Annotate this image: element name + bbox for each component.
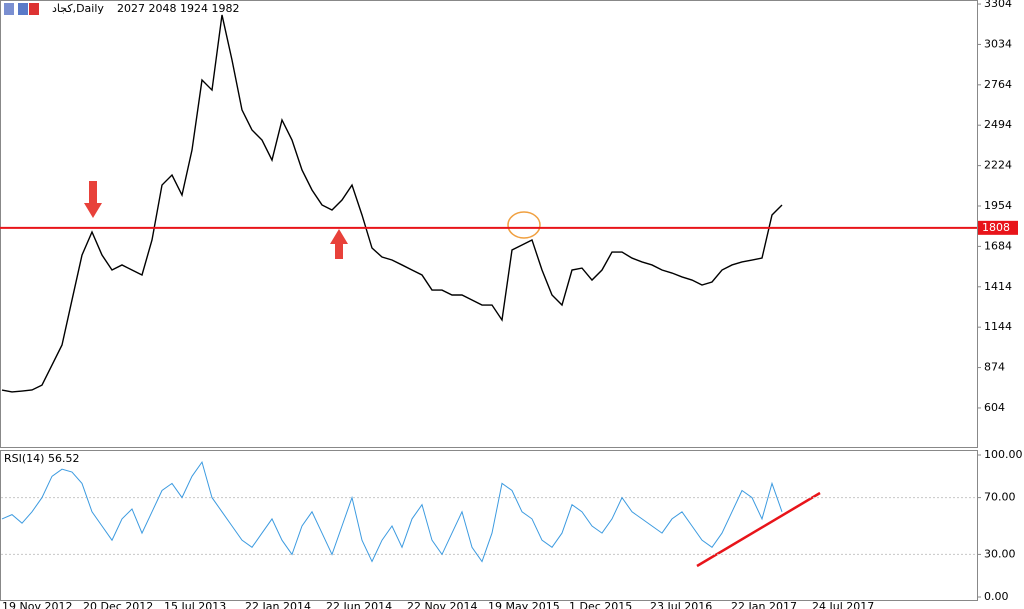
series-line xyxy=(1,460,783,563)
y-tick-label: 1414 xyxy=(984,280,1012,293)
y-tick-label: 0.00 xyxy=(984,590,1009,603)
trend-line xyxy=(696,491,821,568)
x-tick-label: 23 Jul 2016 xyxy=(650,600,712,609)
chart-title: کجاد,Daily xyxy=(52,2,104,15)
y-tick-label: 2224 xyxy=(984,159,1012,172)
rsi-panel xyxy=(0,450,978,601)
arrow-down xyxy=(84,181,102,218)
x-tick-label: 24 Jul 2017 xyxy=(812,600,874,609)
ohlc: 2027 2048 1924 1982 xyxy=(117,2,239,15)
y-tick-label: 2764 xyxy=(984,78,1012,91)
price-panel xyxy=(0,0,978,448)
y-tick-label: 604 xyxy=(984,401,1005,414)
y-tick-label: 70.00 xyxy=(984,491,1016,504)
x-tick-label: 15 Jul 2013 xyxy=(164,600,226,609)
x-tick-label: 1 Dec 2015 xyxy=(569,600,632,609)
series-line xyxy=(1,14,783,393)
y-tick-label: 1144 xyxy=(984,320,1012,333)
x-tick-label: 22 Jan 2017 xyxy=(731,600,797,609)
y-tick-label: 100.00 xyxy=(984,448,1023,461)
y-tick-label: 3304 xyxy=(984,0,1012,10)
level-label-box xyxy=(978,220,1018,235)
x-tick-label: 20 Dec 2012 xyxy=(83,600,153,609)
icon xyxy=(4,3,14,15)
y-tick-label: 1684 xyxy=(984,239,1012,252)
y-tick-label: 30.00 xyxy=(984,547,1016,560)
rsi-title: RSI(14) 56.52 xyxy=(4,452,79,465)
x-tick-label: 22 Jun 2014 xyxy=(326,600,392,609)
y-tick-label: 3034 xyxy=(984,37,1012,50)
y-tick-label: 874 xyxy=(984,361,1005,374)
y-tick-label: 2494 xyxy=(984,118,1012,131)
level-label: 1808 xyxy=(982,221,1010,234)
arrow-up xyxy=(330,229,348,259)
icon xyxy=(29,3,39,15)
x-tick-label: 22 Jan 2014 xyxy=(245,600,311,609)
icon xyxy=(18,3,28,15)
circle-mark xyxy=(507,211,541,239)
y-tick-label: 1954 xyxy=(984,199,1012,212)
x-tick-label: 19 May 2015 xyxy=(488,600,560,609)
x-tick-label: 19 Nov 2012 xyxy=(2,600,72,609)
x-tick-label: 22 Nov 2014 xyxy=(407,600,477,609)
